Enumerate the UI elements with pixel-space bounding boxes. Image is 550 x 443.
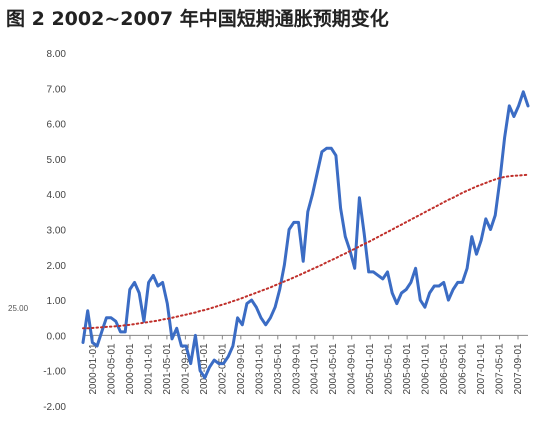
trend-line	[82, 173, 529, 330]
y-tick-label: 4.00	[47, 190, 67, 201]
x-tick-label: 2004-09-01	[347, 343, 358, 395]
y-tick-label: -1.00	[43, 367, 66, 378]
y-tick-label: 6.00	[47, 120, 67, 131]
y-tick-label: 2.00	[47, 261, 67, 272]
chart-title: 图 2 2002~2007 年中国短期通胀预期变化	[6, 8, 389, 30]
x-tick-label: 2006-01-01	[421, 343, 432, 395]
x-tick-label: 2004-01-01	[310, 343, 321, 395]
x-tick-label: 2002-09-01	[236, 343, 247, 395]
x-tick-label: 2000-01-01	[88, 343, 99, 395]
y-tick-label: 8.00	[47, 49, 67, 60]
x-tick-label: 2003-05-01	[273, 343, 284, 395]
y-tick-label: 1.00	[47, 296, 67, 307]
x-tick-label: 2005-05-01	[384, 343, 395, 395]
x-tick-label: 2004-05-01	[328, 343, 339, 395]
x-tick-label: 2003-09-01	[291, 343, 302, 395]
x-tick-label: 2005-09-01	[402, 343, 413, 395]
x-tick-label: 2000-05-01	[106, 343, 117, 395]
y-tick-label: 7.00	[47, 84, 67, 95]
x-tick-label: 2007-01-01	[476, 343, 487, 395]
x-tick-label: 2007-05-01	[495, 343, 506, 395]
y-tick-label: 3.00	[47, 226, 67, 237]
x-tick-label: 2003-01-01	[254, 343, 265, 395]
x-tick-label: 2001-09-01	[180, 343, 191, 395]
x-tick-label: 2002-01-01	[199, 343, 210, 395]
x-tick-label: 2007-09-01	[513, 343, 524, 395]
x-tick-label: 2001-05-01	[162, 343, 173, 395]
y-tick-label: 5.00	[47, 155, 67, 166]
x-tick-label: 2001-01-01	[143, 343, 154, 395]
x-tick-label: 2005-01-01	[365, 343, 376, 395]
y-tick-label: -2.00	[43, 402, 66, 413]
x-tick-label: 2006-05-01	[439, 343, 450, 395]
expectation-line	[81, 90, 530, 380]
y-tick-label: 0.00	[47, 331, 67, 342]
x-tick-label: 2000-09-01	[125, 343, 136, 395]
x-tick-label: 2006-09-01	[458, 343, 469, 395]
stray-value-label: 25.00	[8, 304, 29, 313]
x-tick-label: 2002-05-01	[217, 343, 228, 395]
